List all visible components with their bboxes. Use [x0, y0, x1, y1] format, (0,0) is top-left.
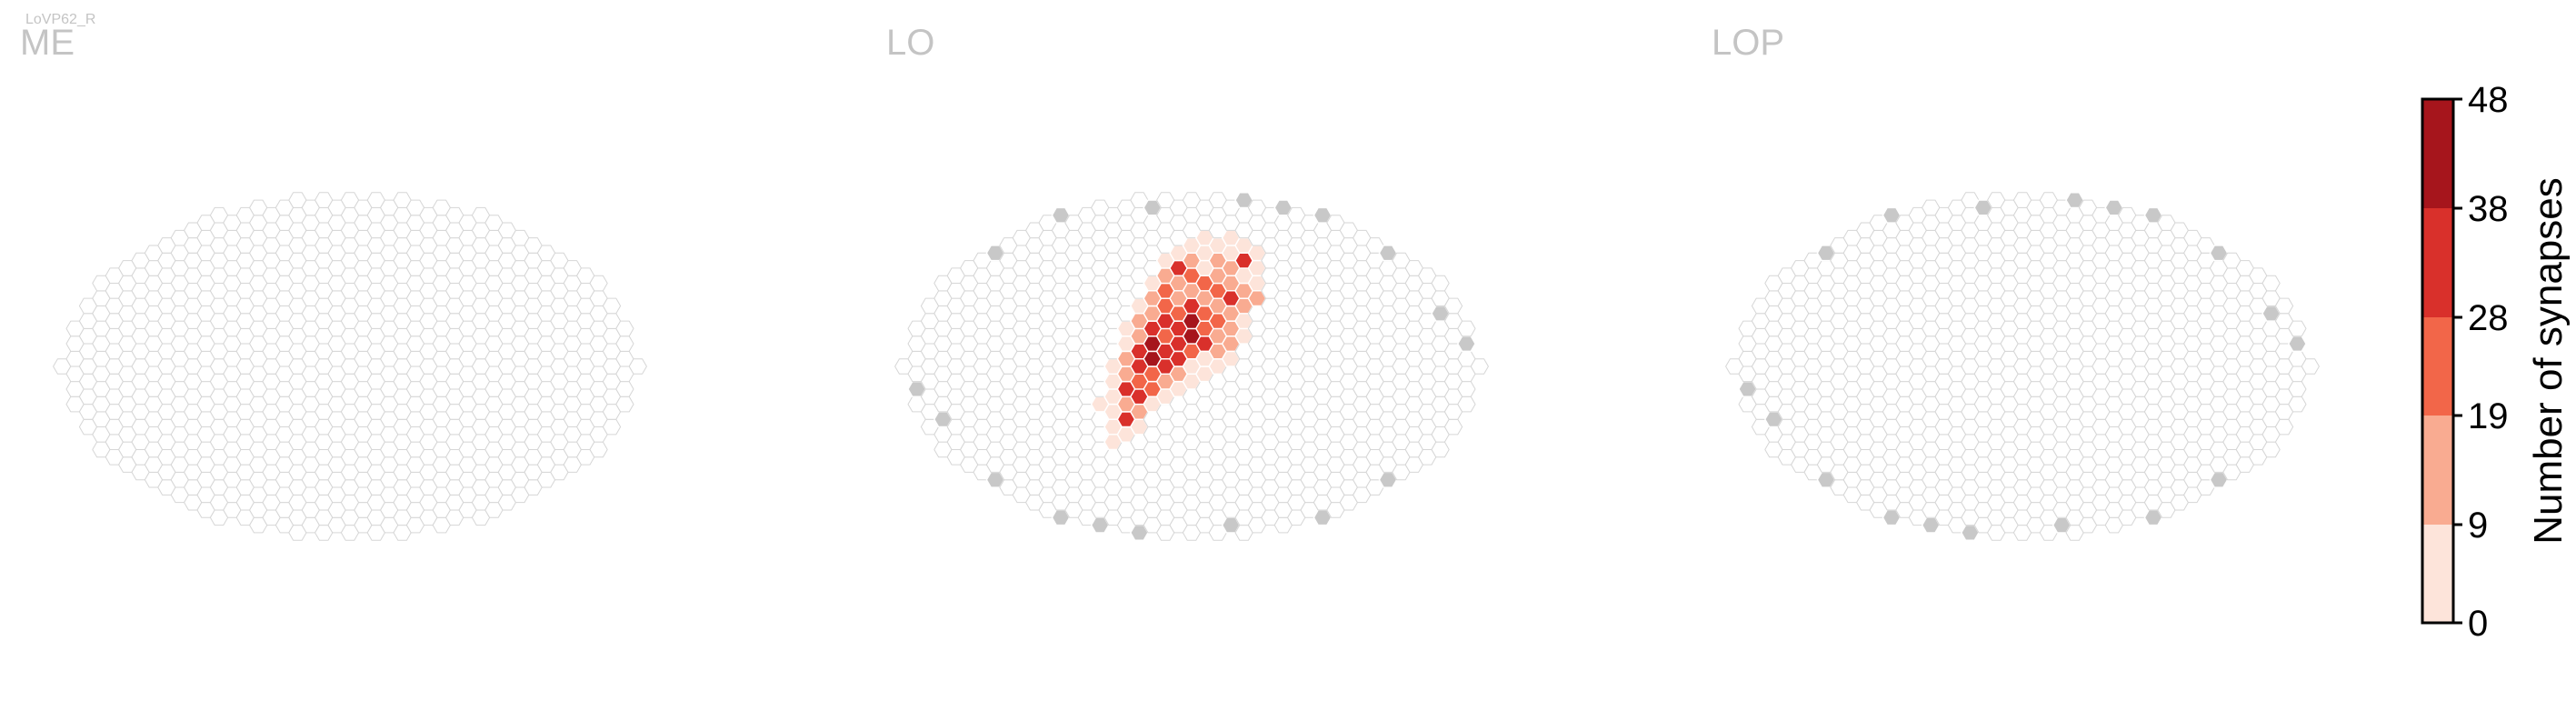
hex-cell-empty — [602, 297, 622, 315]
colorbar-bins — [2422, 99, 2453, 623]
hex-cell-empty — [1470, 358, 1489, 375]
colorbar-tick-label: 0 — [2468, 604, 2488, 644]
hex-cell-empty — [589, 275, 608, 292]
hex-cell-empty — [2274, 418, 2294, 436]
hex-cell-empty — [615, 396, 634, 413]
colorbar-bin — [2422, 317, 2453, 416]
colorbar-label: Number of synapses — [2526, 177, 2571, 545]
hex-cell-empty — [2288, 320, 2307, 337]
panel-title-lop: LOP — [1712, 23, 1784, 63]
colorbar-tick-label: 38 — [2468, 189, 2509, 229]
hex-cell-boundary — [1457, 335, 1476, 353]
hex-cell-empty — [1457, 320, 1476, 337]
colorbar-ticks: 0 9 19 28 38 48 — [2453, 80, 2509, 644]
hex-cell-empty — [589, 441, 608, 458]
hex-cell-empty — [1457, 381, 1476, 397]
hex-cell-empty — [1443, 418, 1463, 436]
colorbar-tick-label: 9 — [2468, 506, 2488, 546]
colorbar-bin — [2422, 525, 2453, 623]
colorbar-tick-label: 28 — [2468, 298, 2509, 338]
panel-lo: LO — [886, 23, 1489, 541]
hex-grid-me — [53, 192, 647, 541]
hex-cell-empty — [628, 358, 647, 375]
colorbar: 0 9 19 28 38 48 Number of synapses — [2421, 80, 2571, 644]
hex-cell-empty — [2301, 358, 2320, 375]
hex-grid-lo — [894, 192, 1489, 541]
hex-grid-lop — [1725, 192, 2320, 541]
panel-lop: LOP — [1712, 23, 2320, 541]
hex-cell-empty — [1431, 275, 1450, 292]
colorbar-bin — [2422, 99, 2453, 208]
hex-cell-empty — [1457, 396, 1476, 413]
colorbar-tick-label: 19 — [2468, 396, 2509, 436]
cell-type-label: LoVP62_R — [25, 12, 95, 27]
hex-cell-empty — [602, 418, 622, 436]
hex-cell-empty — [2288, 396, 2307, 413]
panel-me: ME — [20, 23, 647, 541]
hex-cell-empty — [2274, 297, 2294, 315]
hex-cell-empty — [2288, 381, 2307, 397]
colorbar-bin — [2422, 208, 2453, 317]
hex-cell-empty — [615, 381, 634, 397]
colorbar-bin — [2422, 416, 2453, 525]
hex-cell-empty — [1431, 441, 1450, 458]
hex-cell-boundary — [2288, 335, 2307, 353]
hex-cell-empty — [615, 320, 634, 337]
hex-cell-empty — [615, 335, 634, 352]
hex-cell-empty — [2261, 441, 2281, 458]
hex-cell-empty — [2261, 275, 2281, 292]
panel-title-lo: LO — [886, 23, 934, 63]
panel-title-me: ME — [20, 23, 75, 63]
colorbar-tick-label: 48 — [2468, 80, 2509, 120]
hex-cell-empty — [1443, 297, 1463, 315]
